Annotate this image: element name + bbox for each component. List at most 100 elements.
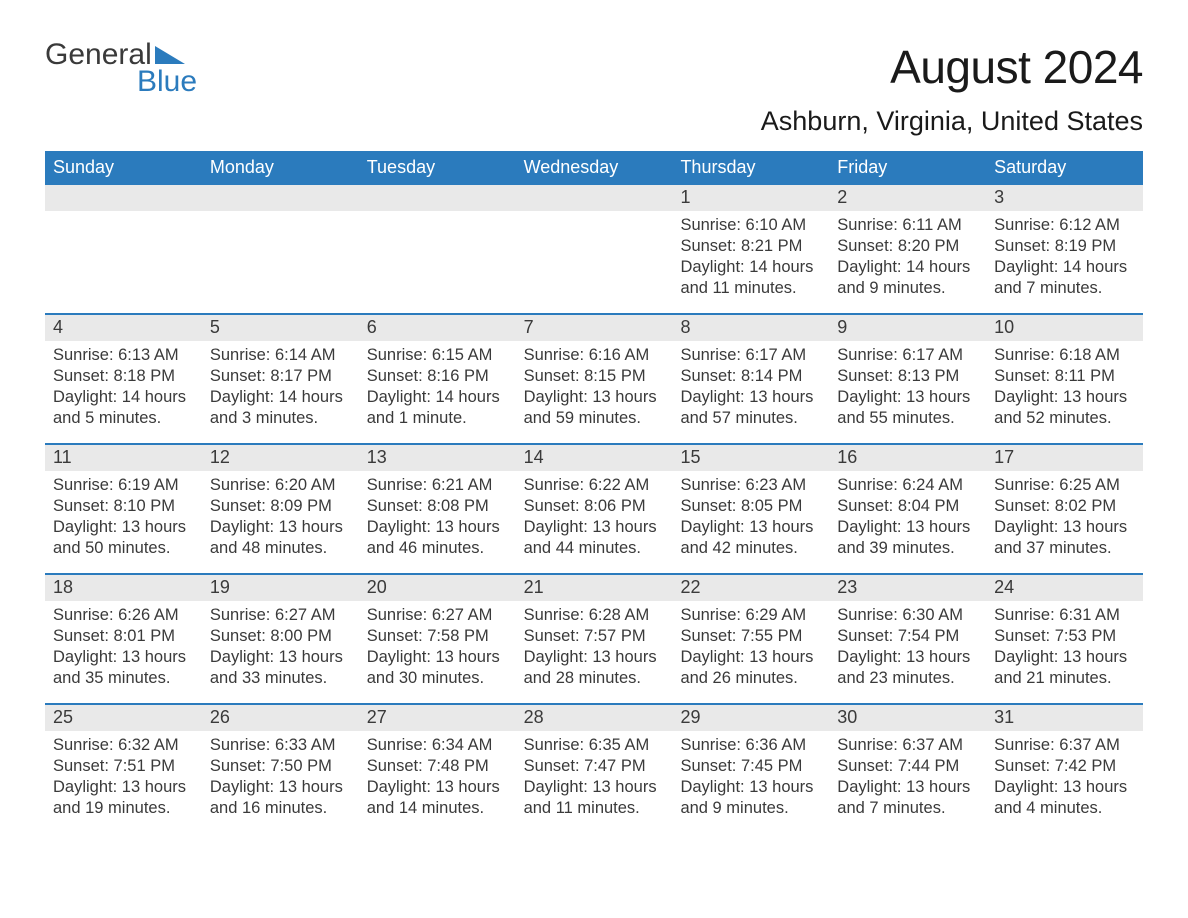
calendar-day: 18Sunrise: 6:26 AMSunset: 8:01 PMDayligh… <box>45 575 202 703</box>
day-number: 18 <box>45 575 202 601</box>
daylight-text: Daylight: 14 hours and 9 minutes. <box>837 257 978 299</box>
daylight-text: Daylight: 13 hours and 23 minutes. <box>837 647 978 689</box>
daylight-text: Daylight: 14 hours and 5 minutes. <box>53 387 194 429</box>
day-number: 5 <box>202 315 359 341</box>
day-number: 24 <box>986 575 1143 601</box>
day-details: Sunrise: 6:14 AMSunset: 8:17 PMDaylight:… <box>202 341 359 429</box>
sunset-text: Sunset: 8:14 PM <box>680 366 821 387</box>
day-number: 3 <box>986 185 1143 211</box>
daylight-text: Daylight: 13 hours and 28 minutes. <box>524 647 665 689</box>
sunrise-text: Sunrise: 6:19 AM <box>53 475 194 496</box>
day-number: 25 <box>45 705 202 731</box>
day-number: 16 <box>829 445 986 471</box>
day-details: Sunrise: 6:17 AMSunset: 8:13 PMDaylight:… <box>829 341 986 429</box>
calendar-day: 1Sunrise: 6:10 AMSunset: 8:21 PMDaylight… <box>672 185 829 313</box>
sunrise-text: Sunrise: 6:37 AM <box>994 735 1135 756</box>
day-number: 8 <box>672 315 829 341</box>
calendar-day: 20Sunrise: 6:27 AMSunset: 7:58 PMDayligh… <box>359 575 516 703</box>
calendar-day: 22Sunrise: 6:29 AMSunset: 7:55 PMDayligh… <box>672 575 829 703</box>
sunset-text: Sunset: 7:47 PM <box>524 756 665 777</box>
sunset-text: Sunset: 8:00 PM <box>210 626 351 647</box>
sunrise-text: Sunrise: 6:26 AM <box>53 605 194 626</box>
sunrise-text: Sunrise: 6:25 AM <box>994 475 1135 496</box>
daylight-text: Daylight: 13 hours and 26 minutes. <box>680 647 821 689</box>
sunset-text: Sunset: 7:48 PM <box>367 756 508 777</box>
day-number: 7 <box>516 315 673 341</box>
sunrise-text: Sunrise: 6:37 AM <box>837 735 978 756</box>
title-block: August 2024 Ashburn, Virginia, United St… <box>761 40 1143 137</box>
calendar-week: 4Sunrise: 6:13 AMSunset: 8:18 PMDaylight… <box>45 313 1143 443</box>
day-number: 17 <box>986 445 1143 471</box>
daylight-text: Daylight: 13 hours and 46 minutes. <box>367 517 508 559</box>
day-details: Sunrise: 6:24 AMSunset: 8:04 PMDaylight:… <box>829 471 986 559</box>
daylight-text: Daylight: 13 hours and 57 minutes. <box>680 387 821 429</box>
sunset-text: Sunset: 8:01 PM <box>53 626 194 647</box>
day-number: 23 <box>829 575 986 601</box>
calendar-day <box>359 185 516 313</box>
day-details: Sunrise: 6:35 AMSunset: 7:47 PMDaylight:… <box>516 731 673 819</box>
day-details: Sunrise: 6:17 AMSunset: 8:14 PMDaylight:… <box>672 341 829 429</box>
day-details: Sunrise: 6:26 AMSunset: 8:01 PMDaylight:… <box>45 601 202 689</box>
calendar-day: 19Sunrise: 6:27 AMSunset: 8:00 PMDayligh… <box>202 575 359 703</box>
sunrise-text: Sunrise: 6:30 AM <box>837 605 978 626</box>
calendar: Sunday Monday Tuesday Wednesday Thursday… <box>45 151 1143 833</box>
day-details: Sunrise: 6:22 AMSunset: 8:06 PMDaylight:… <box>516 471 673 559</box>
day-number <box>202 185 359 211</box>
day-details: Sunrise: 6:12 AMSunset: 8:19 PMDaylight:… <box>986 211 1143 299</box>
sunset-text: Sunset: 8:21 PM <box>680 236 821 257</box>
day-number: 1 <box>672 185 829 211</box>
calendar-day: 7Sunrise: 6:16 AMSunset: 8:15 PMDaylight… <box>516 315 673 443</box>
day-number: 30 <box>829 705 986 731</box>
day-number: 15 <box>672 445 829 471</box>
sunset-text: Sunset: 8:15 PM <box>524 366 665 387</box>
location-subtitle: Ashburn, Virginia, United States <box>761 106 1143 137</box>
calendar-day: 6Sunrise: 6:15 AMSunset: 8:16 PMDaylight… <box>359 315 516 443</box>
day-details: Sunrise: 6:11 AMSunset: 8:20 PMDaylight:… <box>829 211 986 299</box>
day-details: Sunrise: 6:32 AMSunset: 7:51 PMDaylight:… <box>45 731 202 819</box>
day-number: 13 <box>359 445 516 471</box>
day-number <box>516 185 673 211</box>
day-details: Sunrise: 6:29 AMSunset: 7:55 PMDaylight:… <box>672 601 829 689</box>
daylight-text: Daylight: 13 hours and 9 minutes. <box>680 777 821 819</box>
daylight-text: Daylight: 13 hours and 37 minutes. <box>994 517 1135 559</box>
sunrise-text: Sunrise: 6:24 AM <box>837 475 978 496</box>
day-number: 28 <box>516 705 673 731</box>
day-number: 21 <box>516 575 673 601</box>
daylight-text: Daylight: 13 hours and 50 minutes. <box>53 517 194 559</box>
sunrise-text: Sunrise: 6:31 AM <box>994 605 1135 626</box>
sunrise-text: Sunrise: 6:32 AM <box>53 735 194 756</box>
sunrise-text: Sunrise: 6:14 AM <box>210 345 351 366</box>
calendar-day: 14Sunrise: 6:22 AMSunset: 8:06 PMDayligh… <box>516 445 673 573</box>
calendar-day: 21Sunrise: 6:28 AMSunset: 7:57 PMDayligh… <box>516 575 673 703</box>
day-details: Sunrise: 6:30 AMSunset: 7:54 PMDaylight:… <box>829 601 986 689</box>
sunset-text: Sunset: 8:11 PM <box>994 366 1135 387</box>
daylight-text: Daylight: 13 hours and 14 minutes. <box>367 777 508 819</box>
sunrise-text: Sunrise: 6:12 AM <box>994 215 1135 236</box>
weeks-container: 1 Sunrise: 6:10 AMSunset: 8:21 PM Daylight… <box>45 185 1143 833</box>
calendar-day: 23Sunrise: 6:30 AMSunset: 7:54 PMDayligh… <box>829 575 986 703</box>
day-details: Sunrise: 6:18 AMSunset: 8:11 PMDaylight:… <box>986 341 1143 429</box>
sunrise-text: Sunrise: 6:27 AM <box>367 605 508 626</box>
daylight-text: Daylight: 13 hours and 55 minutes. <box>837 387 978 429</box>
daylight-text: Daylight: 14 hours and 7 minutes. <box>994 257 1135 299</box>
sunset-text: Sunset: 7:54 PM <box>837 626 978 647</box>
sunrise-text: Sunrise: 6:18 AM <box>994 345 1135 366</box>
day-number: 27 <box>359 705 516 731</box>
sunrise-text: Sunrise: 6:17 AM <box>680 345 821 366</box>
day-number: 29 <box>672 705 829 731</box>
calendar-day: 8Sunrise: 6:17 AMSunset: 8:14 PMDaylight… <box>672 315 829 443</box>
daylight-text: Daylight: 13 hours and 42 minutes. <box>680 517 821 559</box>
daylight-text: Daylight: 13 hours and 52 minutes. <box>994 387 1135 429</box>
logo: General Blue <box>45 40 197 97</box>
calendar-day: 25Sunrise: 6:32 AMSunset: 7:51 PMDayligh… <box>45 705 202 833</box>
calendar-day: 17Sunrise: 6:25 AMSunset: 8:02 PMDayligh… <box>986 445 1143 573</box>
calendar-day <box>202 185 359 313</box>
sunset-text: Sunset: 7:53 PM <box>994 626 1135 647</box>
calendar-day: 13Sunrise: 6:21 AMSunset: 8:08 PMDayligh… <box>359 445 516 573</box>
sunrise-text: Sunrise: 6:10 AM <box>680 215 821 236</box>
sunrise-text: Sunrise: 6:17 AM <box>837 345 978 366</box>
day-number: 31 <box>986 705 1143 731</box>
day-number: 4 <box>45 315 202 341</box>
day-details: Sunrise: 6:27 AMSunset: 8:00 PMDaylight:… <box>202 601 359 689</box>
calendar-day: 28Sunrise: 6:35 AMSunset: 7:47 PMDayligh… <box>516 705 673 833</box>
